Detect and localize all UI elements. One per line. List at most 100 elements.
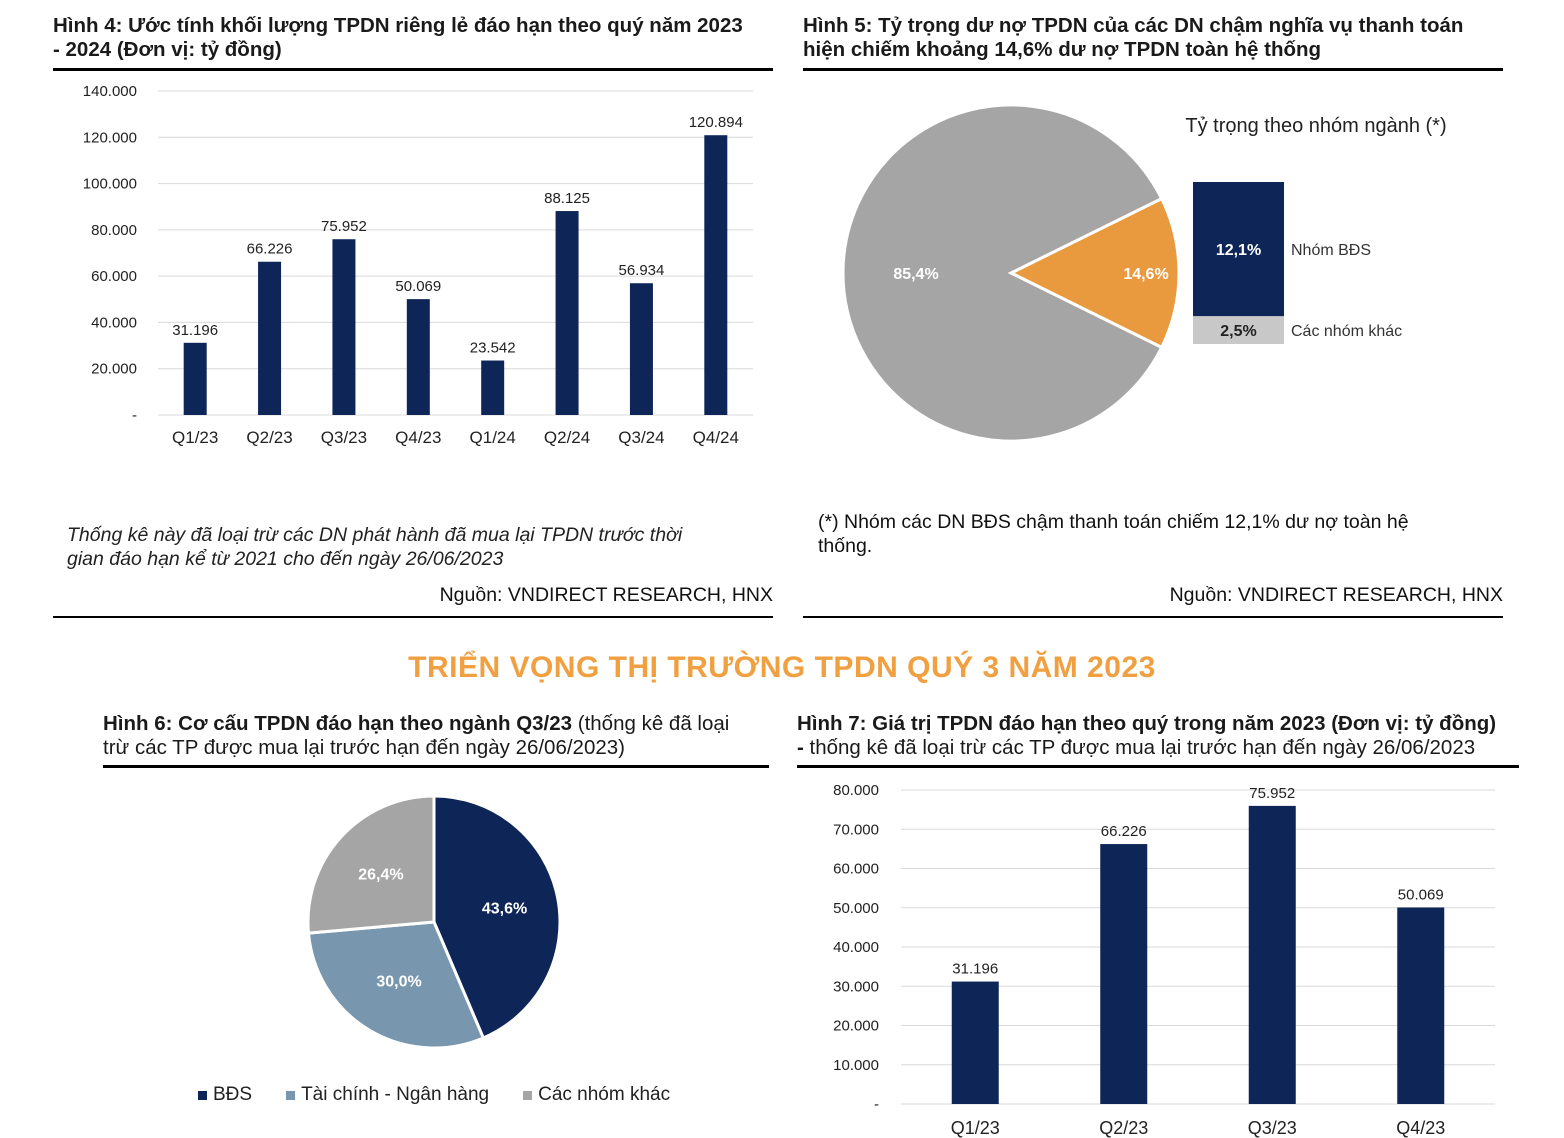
fig5-pie-chart: 14,6%85,4% Tỷ trọng theo nhóm ngành (*) … bbox=[841, 103, 1447, 443]
fig6-legend-item-finance: Tài chính - Ngân hàng bbox=[286, 1084, 489, 1106]
fig6-slice-label: 30,0% bbox=[376, 973, 421, 990]
fig5-slices: 14,6% 85,4% bbox=[841, 103, 1181, 443]
fig7-bar bbox=[1100, 844, 1148, 1104]
fig7-data-label: 66.226 bbox=[1101, 823, 1147, 840]
fig6-title-bold: Hình 6: Cơ cấu TPDN đáo hạn theo ngành Q… bbox=[103, 712, 573, 735]
fig4-title-line2: - 2024 (Đơn vị: tỷ đồng) bbox=[53, 38, 282, 61]
fig7-bar bbox=[951, 981, 999, 1104]
fig5-note-line2: thống. bbox=[818, 535, 873, 557]
fig6-legend-swatch-bds bbox=[198, 1090, 207, 1100]
fig6-legend-label-other: Các nhóm khác bbox=[538, 1084, 671, 1105]
fig7-bar bbox=[1397, 907, 1445, 1104]
fig4-category-label: Q1/24 bbox=[470, 428, 516, 447]
fig5-note: (*) Nhóm các DN BĐS chậm thanh toán chiế… bbox=[818, 510, 1498, 558]
fig4-data-label: 31.196 bbox=[172, 322, 218, 339]
fig4-category-label: Q2/24 bbox=[544, 428, 590, 447]
fig4-data-label: 88.125 bbox=[544, 190, 590, 207]
fig7-title: Hình 7: Giá trị TPDN đáo hạn theo quý tr… bbox=[797, 712, 1557, 760]
fig6-legend-item-bds: BĐS bbox=[198, 1084, 252, 1106]
fig7-y-tick-label: 70.000 bbox=[833, 821, 879, 838]
fig4-category-label: Q4/23 bbox=[395, 428, 441, 447]
fig4-category-label: Q2/23 bbox=[246, 428, 292, 447]
fig4-category-label: Q3/24 bbox=[618, 428, 664, 447]
fig4-category-label: Q4/24 bbox=[693, 428, 739, 447]
fig7-gridlines bbox=[901, 789, 1495, 1105]
fig6-slice bbox=[306, 920, 486, 1050]
fig5-title: Hình 5: Tỷ trọng dư nợ TPDN của các DN c… bbox=[803, 14, 1543, 62]
fig7-y-tick-label: 80.000 bbox=[833, 782, 879, 799]
fig4-title: Hình 4: Ước tính khối lượng TPDN riêng l… bbox=[53, 14, 783, 62]
fig4-data-label: 66.226 bbox=[247, 241, 293, 258]
fig4-bar bbox=[258, 261, 282, 415]
fig6-title: Hình 6: Cơ cấu TPDN đáo hạn theo ngành Q… bbox=[103, 712, 783, 760]
fig4-y-tick-label: 100.000 bbox=[83, 176, 137, 193]
fig4-bar bbox=[629, 283, 653, 415]
fig7-title-line2-dash: - bbox=[797, 736, 804, 759]
fig4-y-tick-label: 80.000 bbox=[91, 222, 137, 239]
fig7-bar-chart: - 10.000 20.000 30.000 40.000 50.000 60.000 70.… bbox=[833, 782, 1495, 1138]
fig7-x-axis: Q1/23 Q2/23 Q3/23 Q4/23 bbox=[951, 1118, 1446, 1138]
fig4-y-axis: - 20.000 40.000 60.000 80.000 100.000 120.000 1… bbox=[83, 83, 137, 424]
fig7-y-tick-label: 10.000 bbox=[833, 1057, 879, 1074]
fig5-breakdown: 12,1% Nhóm BĐS 2,5% Các nhóm khác bbox=[1193, 182, 1402, 344]
fig5-slice bbox=[1007, 196, 1181, 350]
fig7-category-label: Q4/23 bbox=[1396, 1118, 1445, 1138]
fig6-legend-label-bds: BĐS bbox=[213, 1084, 253, 1105]
fig6-slice-label: 26,4% bbox=[358, 866, 403, 883]
fig6-legend-swatch-other bbox=[523, 1090, 533, 1100]
fig4-bar bbox=[183, 342, 207, 415]
fig6-title-rule bbox=[103, 765, 769, 768]
fig4-note: Thống kê này đã loại trừ các DN phát hàn… bbox=[67, 523, 767, 571]
fig7-data-label: 75.952 bbox=[1249, 785, 1295, 802]
fig4-y-tick-label: 140.000 bbox=[83, 83, 137, 100]
fig5-source: Nguồn: VNDIRECT RESEARCH, HNX bbox=[1169, 584, 1503, 606]
fig5-slice-label: 85,4% bbox=[893, 266, 938, 283]
fig4-bar bbox=[555, 211, 579, 415]
fig4-category-label: Q3/23 bbox=[321, 428, 367, 447]
fig6-legend-swatch-finance bbox=[286, 1090, 296, 1100]
fig6-legend-label-finance: Tài chính - Ngân hàng bbox=[301, 1084, 490, 1105]
fig4-title-line1: Hình 4: Ước tính khối lượng TPDN riêng l… bbox=[53, 14, 743, 37]
fig7-category-label: Q3/23 bbox=[1248, 1118, 1297, 1138]
fig4-bars: 31.196 66.226 75.952 50.069 23.542 88.125 56.9… bbox=[172, 114, 743, 415]
fig6-slice bbox=[432, 794, 562, 1040]
fig7-title-line1: Hình 7: Giá trị TPDN đáo hạn theo quý tr… bbox=[797, 712, 1497, 735]
fig7-category-label: Q2/23 bbox=[1099, 1118, 1148, 1138]
fig5-slice bbox=[841, 103, 1164, 443]
fig4-bar-chart: - 20.000 40.000 60.000 80.000 100.000 120.000 1… bbox=[83, 83, 753, 447]
fig5-breakdown-segment bbox=[1193, 316, 1284, 344]
fig4-bar bbox=[406, 299, 430, 415]
fig7-bars: 31.196 66.226 75.952 50.069 bbox=[951, 785, 1445, 1104]
fig5-title-line2: hiện chiếm khoảng 14,6% dư nợ TPDN toàn … bbox=[803, 38, 1322, 61]
fig6-title-line2: trừ các TP được mua lại trước hạn đến ng… bbox=[103, 736, 625, 759]
fig4-data-label: 50.069 bbox=[395, 278, 441, 295]
fig4-source: Nguồn: VNDIRECT RESEARCH, HNX bbox=[439, 584, 773, 606]
fig4-y-tick-label: 40.000 bbox=[91, 314, 137, 331]
fig6-legend: BĐS Tài chính - Ngân hàng Các nhóm khác bbox=[198, 1084, 670, 1106]
fig4-note-line1: Thống kê này đã loại trừ các DN phát hàn… bbox=[67, 524, 683, 546]
fig5-breakdown-segment bbox=[1193, 182, 1284, 317]
fig6-title-rest: (thống kê đã loại bbox=[572, 712, 730, 735]
fig7-y-tick-label: 60.000 bbox=[833, 861, 879, 878]
fig7-y-tick-label: 50.000 bbox=[833, 900, 879, 917]
fig6-slice bbox=[306, 794, 436, 935]
fig7-y-tick-label: 20.000 bbox=[833, 1018, 879, 1035]
fig4-data-label: 56.934 bbox=[618, 262, 664, 279]
fig4-y-tick-label: 60.000 bbox=[91, 268, 137, 285]
fig7-data-label: 31.196 bbox=[952, 961, 998, 978]
fig5-subtitle: Tỷ trọng theo nhóm ngành (*) bbox=[1185, 115, 1446, 137]
fig4-note-line2: gian đáo hạn kể từ 2021 cho đến ngày 26/… bbox=[67, 548, 504, 570]
section-heading: TRIỂN VỌNG THỊ TRƯỜNG TPDN QUÝ 3 NĂM 202… bbox=[408, 651, 1156, 684]
fig4-data-label: 75.952 bbox=[321, 218, 367, 235]
fig6-slices: 43,6% 30,0% 26,4% bbox=[306, 794, 562, 1050]
fig7-data-label: 50.069 bbox=[1398, 886, 1444, 903]
fig5-breakdown-name: Nhóm BĐS bbox=[1291, 242, 1371, 259]
fig5-bottom-rule bbox=[803, 616, 1503, 618]
fig4-bottom-rule bbox=[53, 616, 773, 618]
fig6-title-line1: Hình 6: Cơ cấu TPDN đáo hạn theo ngành Q… bbox=[103, 712, 783, 736]
fig7-title-rule bbox=[797, 765, 1519, 768]
fig4-gridlines bbox=[158, 90, 753, 416]
fig6-slice-label: 43,6% bbox=[482, 901, 527, 918]
fig7-y-tick-label: 40.000 bbox=[833, 939, 879, 956]
fig5-breakdown-value: 12,1% bbox=[1216, 242, 1261, 259]
